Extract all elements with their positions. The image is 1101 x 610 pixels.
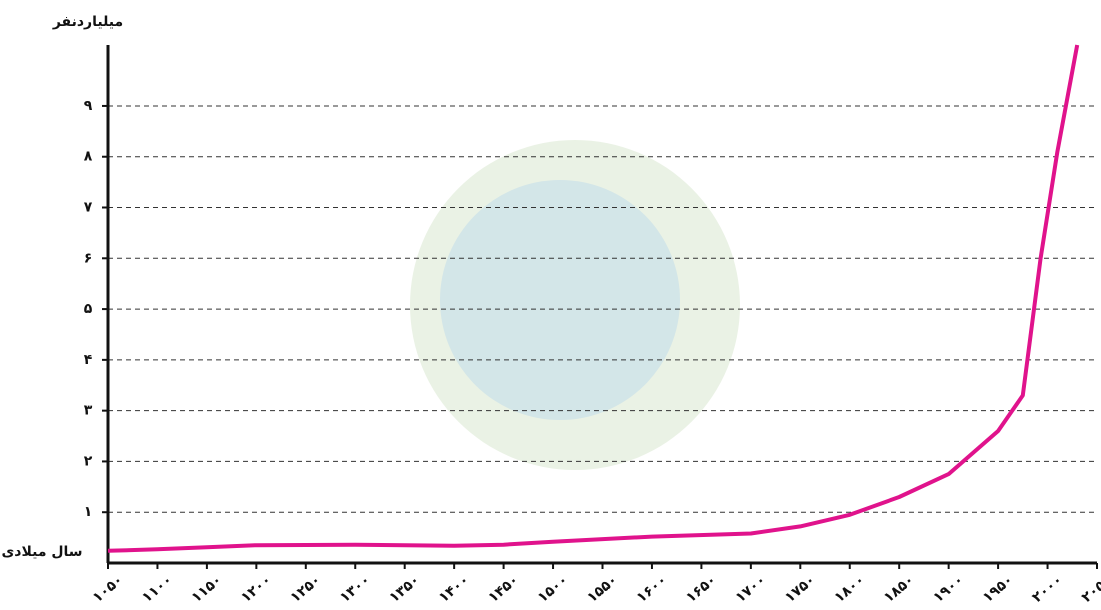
x-tick-label: ۱۸۰۰ — [832, 572, 868, 606]
x-tick-label: ۱۰۵۰ — [90, 572, 126, 606]
x-tick-label: ۱۶۰۰ — [634, 572, 670, 606]
x-tick-label: ۱۵۰۰ — [535, 572, 571, 606]
x-tick-label: ۱۲۰۰ — [238, 572, 274, 606]
x-tick-label: ۱۶۵۰ — [683, 572, 719, 606]
x-tick-label: ۱۹۰۰ — [930, 572, 966, 606]
x-tick-label: ۱۳۰۰ — [337, 572, 373, 606]
y-tick-label: ۷ — [84, 200, 93, 216]
x-tick-label: ۱۹۵۰ — [980, 572, 1016, 606]
x-tick-label: ۱۱۰۰ — [139, 572, 175, 606]
x-axis-label: سال میلادی — [1, 544, 82, 560]
y-tick-label: ۹ — [84, 98, 93, 114]
x-tick-label: ۱۱۵۰ — [189, 572, 225, 606]
x-tick-label: ۱۴۵۰ — [485, 572, 521, 606]
y-tick-label: ۴ — [84, 352, 93, 368]
y-tick-label: ۲ — [84, 453, 93, 469]
y-tick-label: ۳ — [84, 403, 93, 419]
globe-illustration — [410, 140, 740, 470]
data-line — [107, 44, 1080, 553]
x-tick-label: ۲۰۵۰ — [1079, 572, 1101, 606]
globe-illustration — [440, 180, 680, 420]
x-tick-label: ۱۲۵۰ — [288, 572, 324, 606]
y-tick-label: ۵ — [84, 301, 93, 317]
x-tick-label: ۱۸۵۰ — [881, 572, 917, 606]
x-tick-label: ۱۴۰۰ — [436, 572, 472, 606]
x-tick-label: ۱۵۵۰ — [584, 572, 620, 606]
y-tick-label: ۸ — [84, 149, 93, 165]
y-axis-label: میلیاردنفر — [52, 14, 123, 30]
x-tick-label: ۱۷۰۰ — [733, 572, 769, 606]
y-tick-label: ۶ — [84, 250, 93, 266]
x-tick-label: ۲۰۰۰ — [1029, 572, 1065, 606]
x-tick-label: ۱۷۵۰ — [782, 572, 818, 606]
y-tick-label: ۱ — [84, 504, 93, 520]
x-tick-label: ۱۳۵۰ — [386, 572, 422, 606]
